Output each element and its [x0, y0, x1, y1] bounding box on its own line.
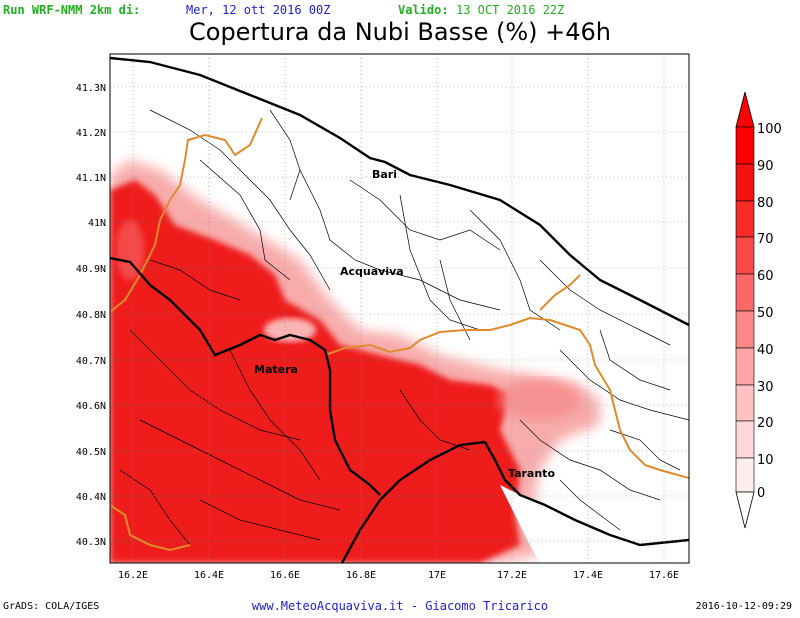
legend-arrow-bottom — [735, 491, 755, 529]
lon-label: 16.8E — [346, 570, 376, 581]
legend-value: 70 — [757, 232, 774, 247]
legend-value: 100 — [757, 122, 782, 137]
lon-label: 17.6E — [649, 570, 679, 581]
gulf-of-taranto — [500, 485, 689, 563]
cloud-gap — [116, 220, 144, 280]
legend-value: 60 — [757, 269, 774, 284]
legend-swatch — [735, 273, 755, 312]
run-date: Mer, 12 ott 2016 00Z — [186, 3, 331, 17]
province-borders-orange — [110, 117, 689, 552]
cloud-gap — [500, 380, 580, 420]
lat-label: 40.9N — [76, 264, 106, 275]
lon-label: 16.2E — [118, 570, 148, 581]
footer-credit-left: GrADS: COLA/IGES — [3, 601, 100, 612]
footer-timestamp: 2016-10-12-09:29 — [695, 601, 792, 612]
legend-swatch — [735, 200, 755, 238]
lat-label: 40.7N — [76, 356, 106, 367]
lon-label: 17E — [428, 570, 446, 581]
city-label-acquaviva: Acquaviva — [340, 265, 404, 278]
legend-value: 80 — [757, 196, 774, 211]
lat-label: 41.1N — [76, 173, 106, 184]
lon-label: 16.4E — [194, 570, 224, 581]
legend-swatch — [735, 420, 755, 459]
adriatic-sea — [110, 54, 689, 325]
lon-label: 17.4E — [573, 570, 603, 581]
lat-label: 40.5N — [76, 447, 106, 458]
legend-value: 50 — [757, 306, 774, 321]
legend-value: 20 — [757, 416, 774, 431]
lat-label: 41.3N — [76, 83, 106, 94]
province-boundaries — [119, 109, 689, 546]
lon-label: 16.6E — [270, 570, 300, 581]
map-title: Copertura da Nubi Basse (%) +46h — [189, 18, 611, 46]
legend-swatch — [735, 126, 755, 165]
lat-label: 40.6N — [76, 401, 106, 412]
lat-label: 40.4N — [76, 492, 106, 503]
city-label-taranto: Taranto — [508, 467, 555, 480]
legend-swatch — [735, 310, 755, 349]
legend-swatch — [735, 347, 755, 386]
city-label-bari: Bari — [372, 168, 397, 181]
legend-value: 90 — [757, 159, 774, 174]
valid-label: Valido: — [398, 3, 449, 17]
grid-lines — [110, 54, 689, 563]
valid-date: 13 OCT 2016 22Z — [456, 3, 565, 17]
legend-value: 30 — [757, 380, 774, 395]
lat-label: 41N — [88, 218, 106, 229]
legend-value: 0 — [757, 486, 765, 501]
legend-swatch — [735, 163, 755, 202]
plot-frame — [109, 53, 690, 564]
legend-value: 40 — [757, 343, 774, 358]
legend-value: 10 — [757, 453, 774, 468]
footer-website[interactable]: www.MeteoAcquaviva.it - Giacomo Tricaric… — [251, 599, 549, 613]
coastline — [110, 56, 689, 563]
lon-label: 17.2E — [497, 570, 527, 581]
lat-label: 40.8N — [76, 310, 106, 321]
legend-swatch — [735, 457, 755, 493]
legend-arrow-top — [735, 91, 755, 128]
lat-label: 40.3N — [76, 537, 106, 548]
legend-swatch — [735, 236, 755, 275]
cloud-gap — [264, 318, 316, 342]
run-label: Run WRF-NMM 2km di: — [3, 3, 141, 17]
lat-label: 41.2N — [76, 128, 106, 139]
city-label-matera: Matera — [254, 363, 298, 376]
legend-colorbar — [735, 91, 755, 529]
legend-swatch — [735, 384, 755, 422]
